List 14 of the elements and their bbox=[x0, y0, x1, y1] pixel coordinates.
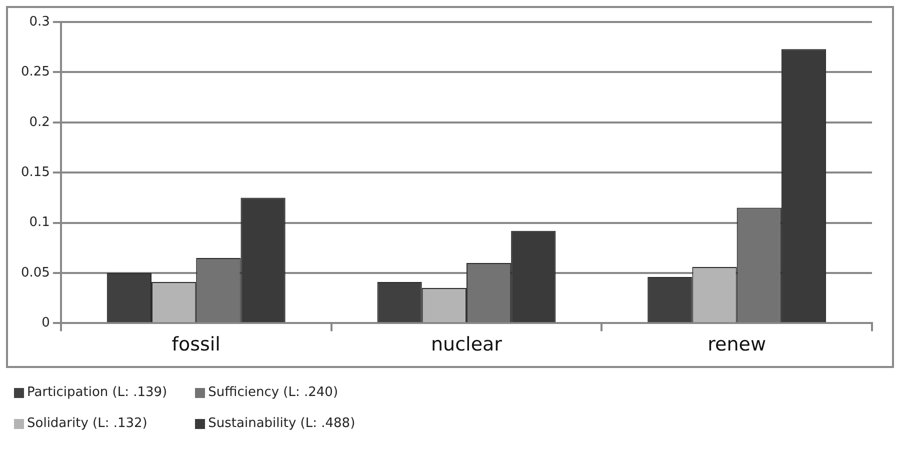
x-tick-label: fossil bbox=[172, 334, 220, 356]
x-tick-label: nuclear bbox=[430, 334, 502, 356]
legend-label: Participation (L: .139) bbox=[27, 385, 168, 400]
legend-label: Solidarity (L: .132) bbox=[27, 416, 148, 431]
y-tick-label: 0.1 bbox=[29, 215, 50, 230]
y-tick-label: 0.25 bbox=[20, 64, 50, 80]
y-tick-label: 0.15 bbox=[20, 164, 50, 180]
y-tick-label: 0.3 bbox=[29, 14, 50, 30]
y-tick-label: 0 bbox=[42, 316, 50, 331]
y-tick-label: 0.2 bbox=[29, 114, 50, 130]
legend-label: Sufficiency (L: .240) bbox=[208, 385, 338, 400]
legend-label: Sustainability (L: .488) bbox=[208, 416, 356, 431]
y-tick-label: 0.05 bbox=[20, 265, 50, 280]
x-tick-label: renew bbox=[708, 334, 766, 356]
